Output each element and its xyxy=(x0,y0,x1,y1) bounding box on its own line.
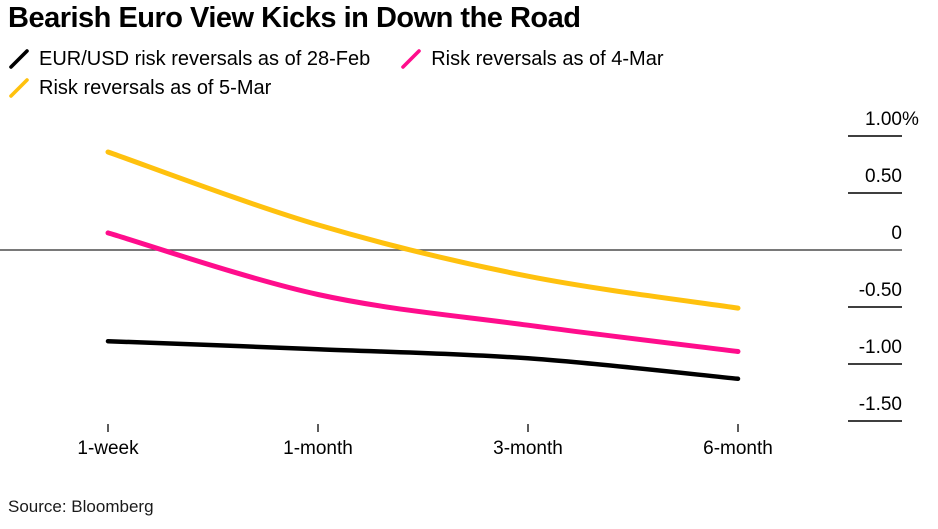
source-note: Source: Bloomberg xyxy=(8,497,154,516)
legend: EUR/USD risk reversals as of 28-Feb Risk… xyxy=(8,46,932,101)
x-axis-label-1-week: 1-week xyxy=(77,438,139,459)
series-line-0 xyxy=(105,338,741,382)
chart-title: Bearish Euro View Kicks in Down the Road xyxy=(8,2,581,34)
legend-label-5-mar: Risk reversals as of 5-Mar xyxy=(39,76,272,99)
legend-label-4-mar: Risk reversals as of 4-Mar xyxy=(431,47,664,70)
x-axis-label-3-month: 3-month xyxy=(493,438,563,459)
y-axis-label: -1.50 xyxy=(858,394,902,415)
legend-item-5-mar: Risk reversals as of 5-Mar xyxy=(8,75,271,101)
legend-item-4-mar: Risk reversals as of 4-Mar xyxy=(400,46,663,72)
y-axis-label: 0.50 xyxy=(865,166,902,187)
y-axis-label: 1.00% xyxy=(865,109,919,130)
series-line-2 xyxy=(105,149,741,311)
y-axis-label: -0.50 xyxy=(858,280,902,301)
y-axis-label: 0 xyxy=(891,223,902,244)
pink-slash-icon xyxy=(401,49,422,69)
percent-unit: % xyxy=(902,109,919,130)
yellow-slash-icon xyxy=(9,78,29,98)
series-line-1 xyxy=(105,230,741,354)
legend-label-28-feb: EUR/USD risk reversals as of 28-Feb xyxy=(39,47,371,70)
legend-item-28-feb: EUR/USD risk reversals as of 28-Feb xyxy=(8,46,370,72)
black-slash-icon xyxy=(9,49,29,69)
x-axis-label-6-month: 6-month xyxy=(703,438,773,459)
y-axis-label: -1.00 xyxy=(858,337,902,358)
x-axis-label-1-month: 1-month xyxy=(283,438,353,459)
